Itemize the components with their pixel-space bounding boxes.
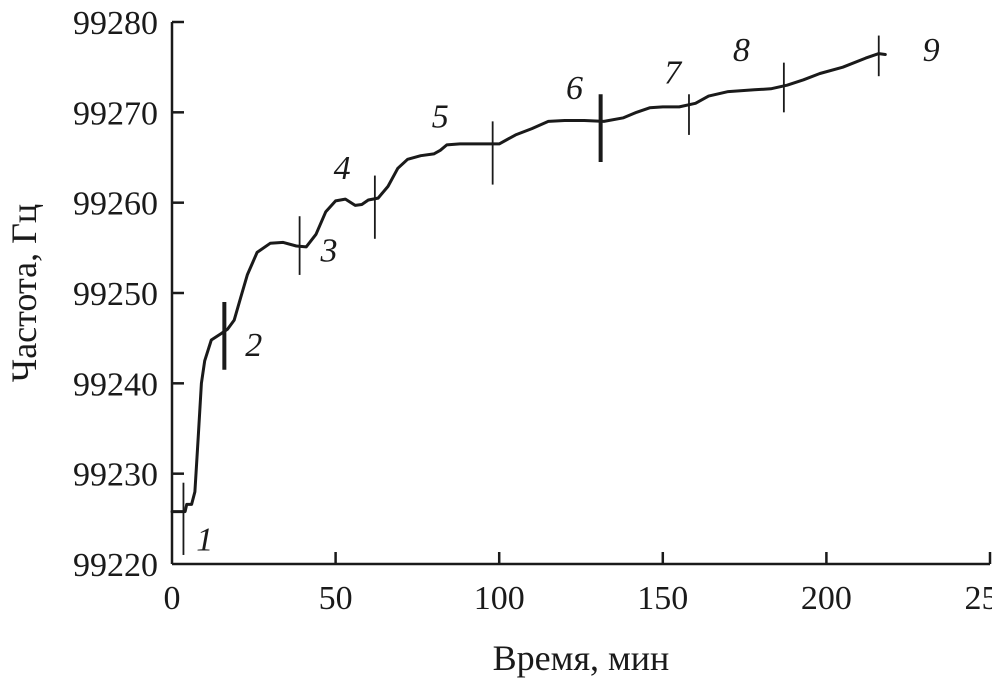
frequency-series-line [170,52,887,514]
y-tick-label: 99260 [73,186,158,223]
x-tick-label: 150 [637,580,688,617]
segment-marker-label-4: 4 [334,150,351,187]
ticks [172,20,992,564]
segment-marker-label-5: 5 [432,99,449,136]
segment-marker-label-1: 1 [196,521,213,558]
segment-marker-label-9: 9 [923,32,940,69]
y-tick-label: 99240 [73,366,158,403]
segment-marker-label-7: 7 [664,54,683,91]
x-tick-label: 0 [164,580,181,617]
x-tick-label: 50 [319,580,353,617]
segment-marker-label-3: 3 [320,232,338,269]
segment-marker-label-8: 8 [733,32,750,69]
y-tick-label: 99220 [73,547,158,584]
y-tick-label: 99270 [73,95,158,132]
y-tick-label: 99250 [73,276,158,313]
x-tick-label: 200 [801,580,852,617]
segment-marker-label-6: 6 [566,70,583,107]
series-group [170,52,887,514]
segment-marker-label-2: 2 [245,327,262,364]
x-tick-label: 250 [965,580,992,617]
y-axis-title: Частота, Гц [4,204,44,382]
tick-labels: 0 50 100 150 200 250 99220 99230 99240 99250 99260… [73,5,992,617]
x-tick-label: 100 [474,580,525,617]
segment-markers [182,35,880,555]
marker-labels: 1 2 3 4 5 6 7 8 9 [196,32,939,559]
y-tick-label: 99280 [73,5,158,42]
x-axis-title: Время, мин [493,638,670,678]
y-tick-label: 99230 [73,457,158,494]
